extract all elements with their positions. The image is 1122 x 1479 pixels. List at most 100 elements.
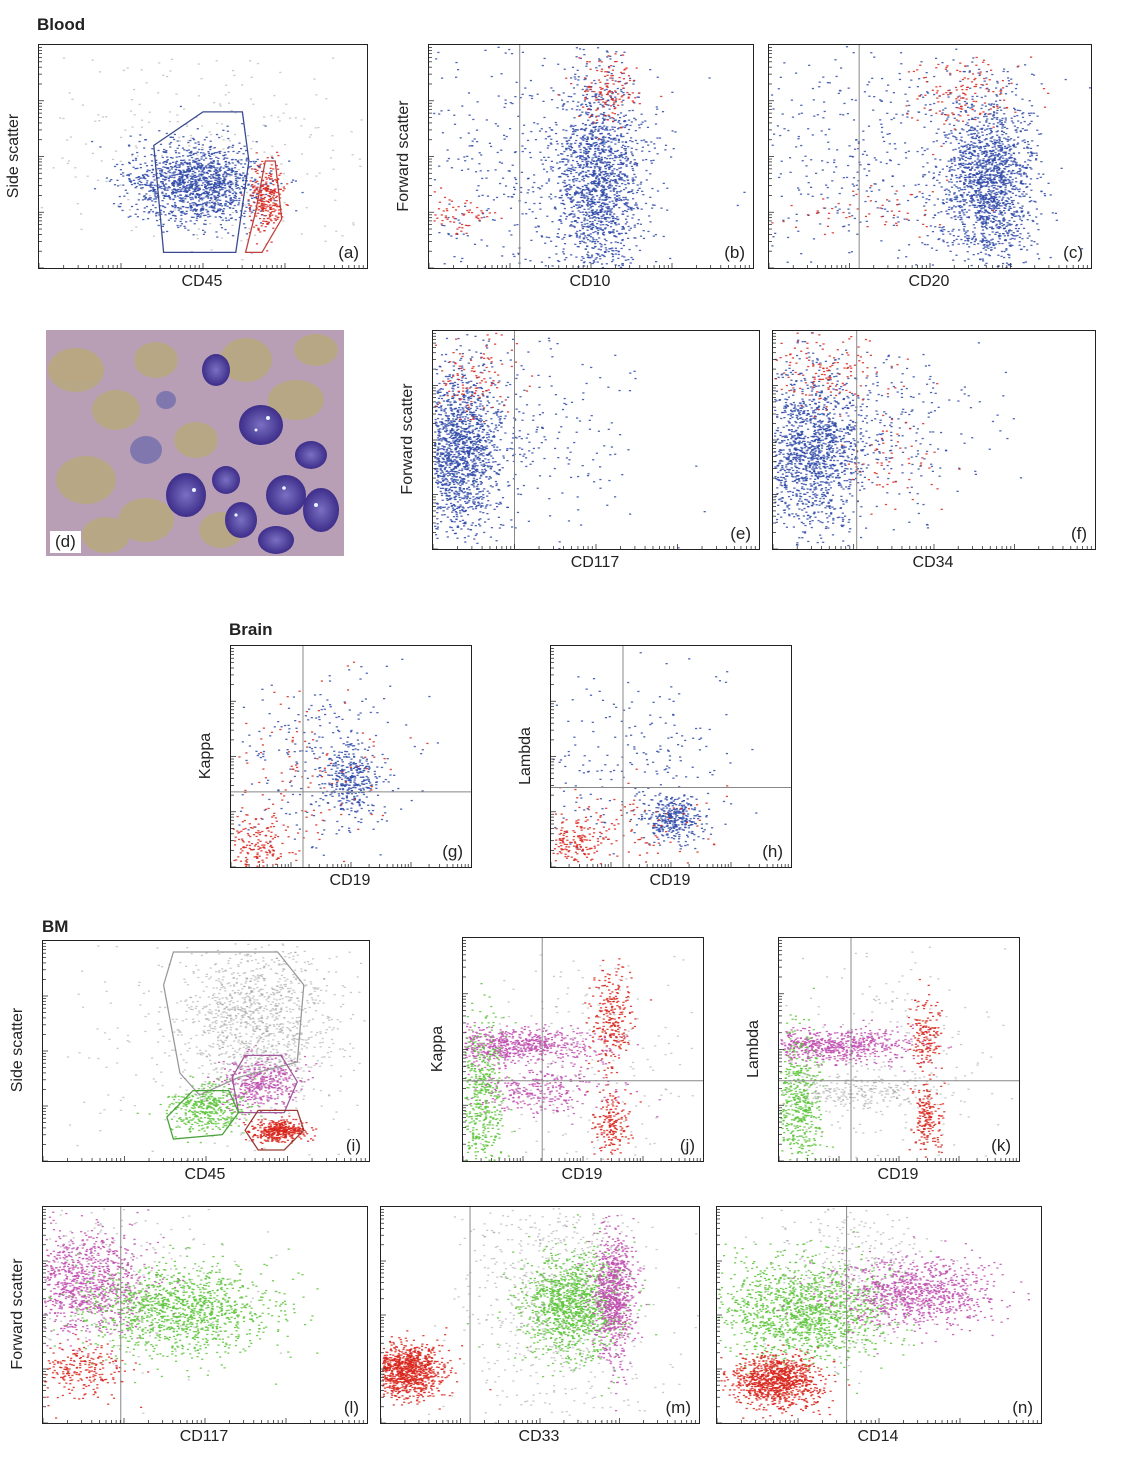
scatter-point-blue xyxy=(591,241,594,243)
scatter-point-red xyxy=(275,215,278,217)
scatter-point-blue xyxy=(961,210,964,212)
scatter-point-blue xyxy=(568,139,571,141)
scatter-point-blue xyxy=(981,166,984,168)
scatter-point-blue xyxy=(200,166,203,168)
scatter-point-gray xyxy=(250,212,253,214)
scatter-point-blue xyxy=(584,235,587,237)
scatter-point-blue xyxy=(438,232,441,234)
scatter-point-gray xyxy=(219,180,222,182)
scatter-point-red xyxy=(606,92,610,94)
scatter-point-blue xyxy=(183,189,186,191)
point-cloud xyxy=(433,46,746,268)
scatter-point-blue xyxy=(587,255,590,257)
scatter-point-blue xyxy=(228,146,231,148)
scatter-point-blue xyxy=(1015,181,1018,183)
scatter-point-red xyxy=(267,195,270,197)
scatter-point-blue xyxy=(186,187,189,189)
scatter-point-blue xyxy=(611,157,614,160)
scatter-point-red xyxy=(267,201,270,203)
scatter-point-blue xyxy=(208,189,212,191)
scatter-point-blue xyxy=(573,184,576,186)
scatter-point-blue xyxy=(211,174,214,176)
scatter-point-blue xyxy=(982,200,986,202)
scatter-point-blue xyxy=(208,146,211,148)
scatter-point-blue xyxy=(556,236,559,238)
scatter-point-red xyxy=(256,169,259,172)
scatter-point-blue xyxy=(214,198,217,200)
scatter-point-blue xyxy=(977,132,980,134)
scatter-point-blue xyxy=(996,154,999,156)
scatter-point-red xyxy=(271,156,274,158)
scatter-point-blue xyxy=(980,216,983,218)
scatter-point-blue xyxy=(215,169,218,172)
scatter-point-blue xyxy=(605,188,608,191)
scatter-point-blue xyxy=(610,253,614,255)
scatter-point-blue xyxy=(584,128,587,131)
scatter-point-blue xyxy=(621,238,624,241)
scatter-point-blue xyxy=(545,236,548,238)
scatter-point-blue xyxy=(206,193,210,195)
scatter-point-blue xyxy=(980,191,983,193)
scatter-point-blue xyxy=(601,191,604,193)
scatter-point-blue xyxy=(493,219,496,221)
scatter-point-red xyxy=(271,214,274,216)
scatter-point-blue xyxy=(577,164,580,166)
scatter-point-blue xyxy=(1001,143,1004,145)
scatter-point-gray xyxy=(317,126,320,129)
scatter-point-blue xyxy=(167,195,170,197)
scatter-point-blue xyxy=(609,226,613,228)
scatter-point-blue xyxy=(591,237,595,239)
scatter-point-blue xyxy=(1026,237,1029,239)
scatter-point-blue xyxy=(592,187,595,189)
scatter-point-gray xyxy=(145,82,148,84)
scatter-point-blue xyxy=(167,177,170,180)
scatter-point-blue xyxy=(582,257,585,259)
scatter-point-blue xyxy=(598,206,601,208)
scatter-point-blue xyxy=(557,219,560,221)
scatter-point-blue xyxy=(180,214,183,216)
scatter-point-red xyxy=(263,218,266,220)
scatter-point-blue xyxy=(967,124,970,127)
scatter-point-blue xyxy=(953,240,956,242)
scatter-point-blue xyxy=(1001,225,1004,227)
scatter-point-blue xyxy=(580,128,583,131)
scatter-point-blue xyxy=(1007,202,1010,204)
scatter-point-blue xyxy=(618,120,621,122)
scatter-point-blue xyxy=(583,78,586,81)
scatter-point-blue xyxy=(194,182,197,184)
scatter-point-blue xyxy=(581,192,584,195)
scatter-point-red xyxy=(267,188,270,190)
scatter-point-blue xyxy=(574,243,577,245)
scatter-point-blue xyxy=(581,185,584,188)
scatter-point-red xyxy=(635,67,638,69)
scatter-point-blue xyxy=(226,173,229,175)
scatter-point-blue xyxy=(963,260,966,262)
scatter-point-blue xyxy=(159,209,163,211)
scatter-point-blue xyxy=(210,205,213,207)
scatter-point-blue xyxy=(530,97,534,100)
scatter-point-gray xyxy=(300,153,304,155)
scatter-point-blue xyxy=(165,161,168,163)
scatter-point-gray xyxy=(233,74,236,77)
scatter-point-blue xyxy=(540,235,543,237)
scatter-point-gray xyxy=(314,127,317,129)
scatter-point-blue xyxy=(586,155,589,157)
scatter-point-red xyxy=(599,81,602,83)
scatter-point-blue xyxy=(570,200,573,202)
scatter-point-blue xyxy=(199,210,202,212)
scatter-point-blue xyxy=(201,207,205,210)
scatter-point-blue xyxy=(619,266,623,268)
scatter-point-blue xyxy=(604,170,607,173)
scatter-point-blue xyxy=(132,179,136,181)
scatter-point-blue xyxy=(612,229,615,231)
scatter-point-blue xyxy=(967,157,970,159)
scatter-point-blue xyxy=(607,99,610,101)
scatter-point-blue xyxy=(197,184,200,187)
scatter-point-blue xyxy=(566,193,569,195)
scatter-point-blue xyxy=(606,210,610,212)
scatter-point-blue xyxy=(984,237,987,239)
scatter-point-blue xyxy=(953,136,956,138)
scatter-point-blue xyxy=(620,155,623,157)
scatter-point-blue xyxy=(207,163,210,166)
scatter-point-blue xyxy=(108,180,111,182)
